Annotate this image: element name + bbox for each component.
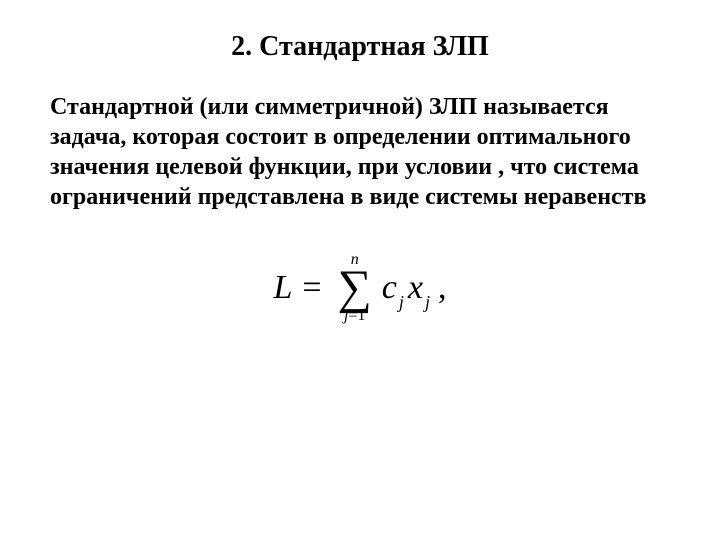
math-expression: L = n ∑ j=1 c j x j ,: [273, 252, 446, 325]
term-x-j: x j: [408, 271, 430, 305]
variable-L: L: [273, 271, 292, 305]
sum-lower-from: 1: [357, 307, 365, 324]
equals-sign: =: [302, 271, 321, 305]
summation-block: n ∑ j=1: [338, 252, 372, 325]
objective-function-formula: L = n ∑ j=1 c j x j ,: [50, 252, 670, 325]
var-x-subscript: j: [425, 293, 430, 311]
sum-lower-limit: j=1: [344, 308, 365, 324]
definition-paragraph: Стандартной (или симметричной) ЗЛП назыв…: [50, 92, 670, 212]
section-heading: 2. Стандартная ЗЛП: [50, 30, 670, 64]
var-x: x: [408, 271, 423, 305]
document-page: 2. Стандартная ЗЛП Стандартной (или симм…: [0, 0, 720, 540]
sigma-symbol: ∑: [338, 268, 372, 309]
term-c-j: c j: [382, 271, 404, 305]
coeff-c: c: [382, 271, 397, 305]
trailing-comma: ,: [438, 271, 447, 305]
coeff-c-subscript: j: [399, 293, 404, 311]
